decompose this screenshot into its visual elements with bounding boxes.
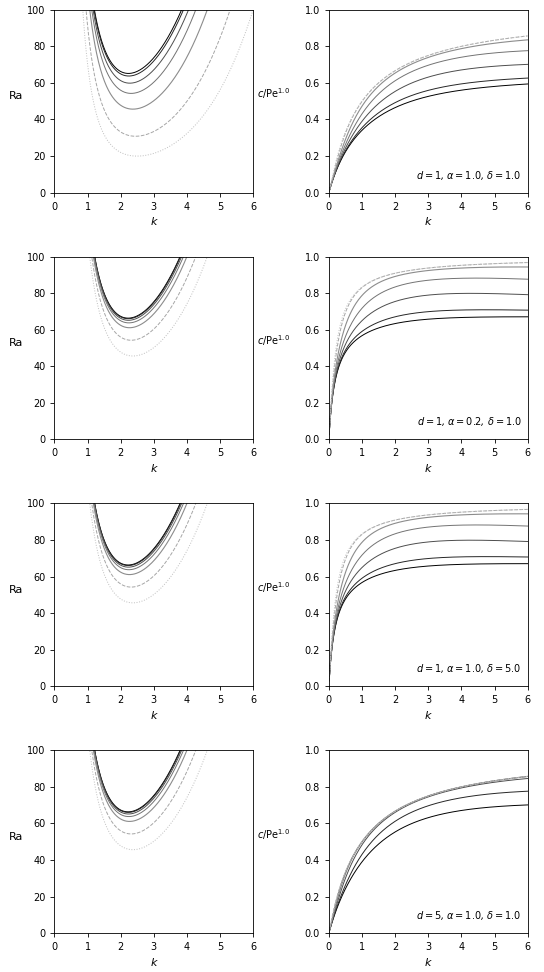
Y-axis label: Ra: Ra — [9, 585, 23, 595]
Text: $d=1$, $\alpha=1.0$, $\delta=5.0$: $d=1$, $\alpha=1.0$, $\delta=5.0$ — [416, 662, 522, 676]
X-axis label: k: k — [151, 217, 157, 227]
Y-axis label: $c/\mathrm{Pe}^{1.0}$: $c/\mathrm{Pe}^{1.0}$ — [257, 87, 290, 101]
X-axis label: k: k — [151, 711, 157, 721]
X-axis label: k: k — [425, 217, 431, 227]
Y-axis label: $c/\mathrm{Pe}^{1.0}$: $c/\mathrm{Pe}^{1.0}$ — [257, 827, 290, 842]
Y-axis label: Ra: Ra — [9, 91, 23, 101]
Y-axis label: Ra: Ra — [9, 832, 23, 842]
X-axis label: k: k — [425, 957, 431, 968]
Text: $d=5$, $\alpha=1.0$, $\delta=1.0$: $d=5$, $\alpha=1.0$, $\delta=1.0$ — [416, 909, 522, 922]
X-axis label: k: k — [151, 464, 157, 474]
Text: $d=1$, $\alpha=0.2$, $\delta=1.0$: $d=1$, $\alpha=0.2$, $\delta=1.0$ — [417, 415, 522, 429]
Y-axis label: $c/\mathrm{Pe}^{1.0}$: $c/\mathrm{Pe}^{1.0}$ — [257, 333, 290, 348]
X-axis label: k: k — [151, 957, 157, 968]
Y-axis label: Ra: Ra — [9, 338, 23, 348]
X-axis label: k: k — [425, 711, 431, 721]
Text: $d=1$, $\alpha=1.0$, $\delta=1.0$: $d=1$, $\alpha=1.0$, $\delta=1.0$ — [416, 168, 522, 182]
X-axis label: k: k — [425, 464, 431, 474]
Y-axis label: $c/\mathrm{Pe}^{1.0}$: $c/\mathrm{Pe}^{1.0}$ — [257, 580, 290, 595]
